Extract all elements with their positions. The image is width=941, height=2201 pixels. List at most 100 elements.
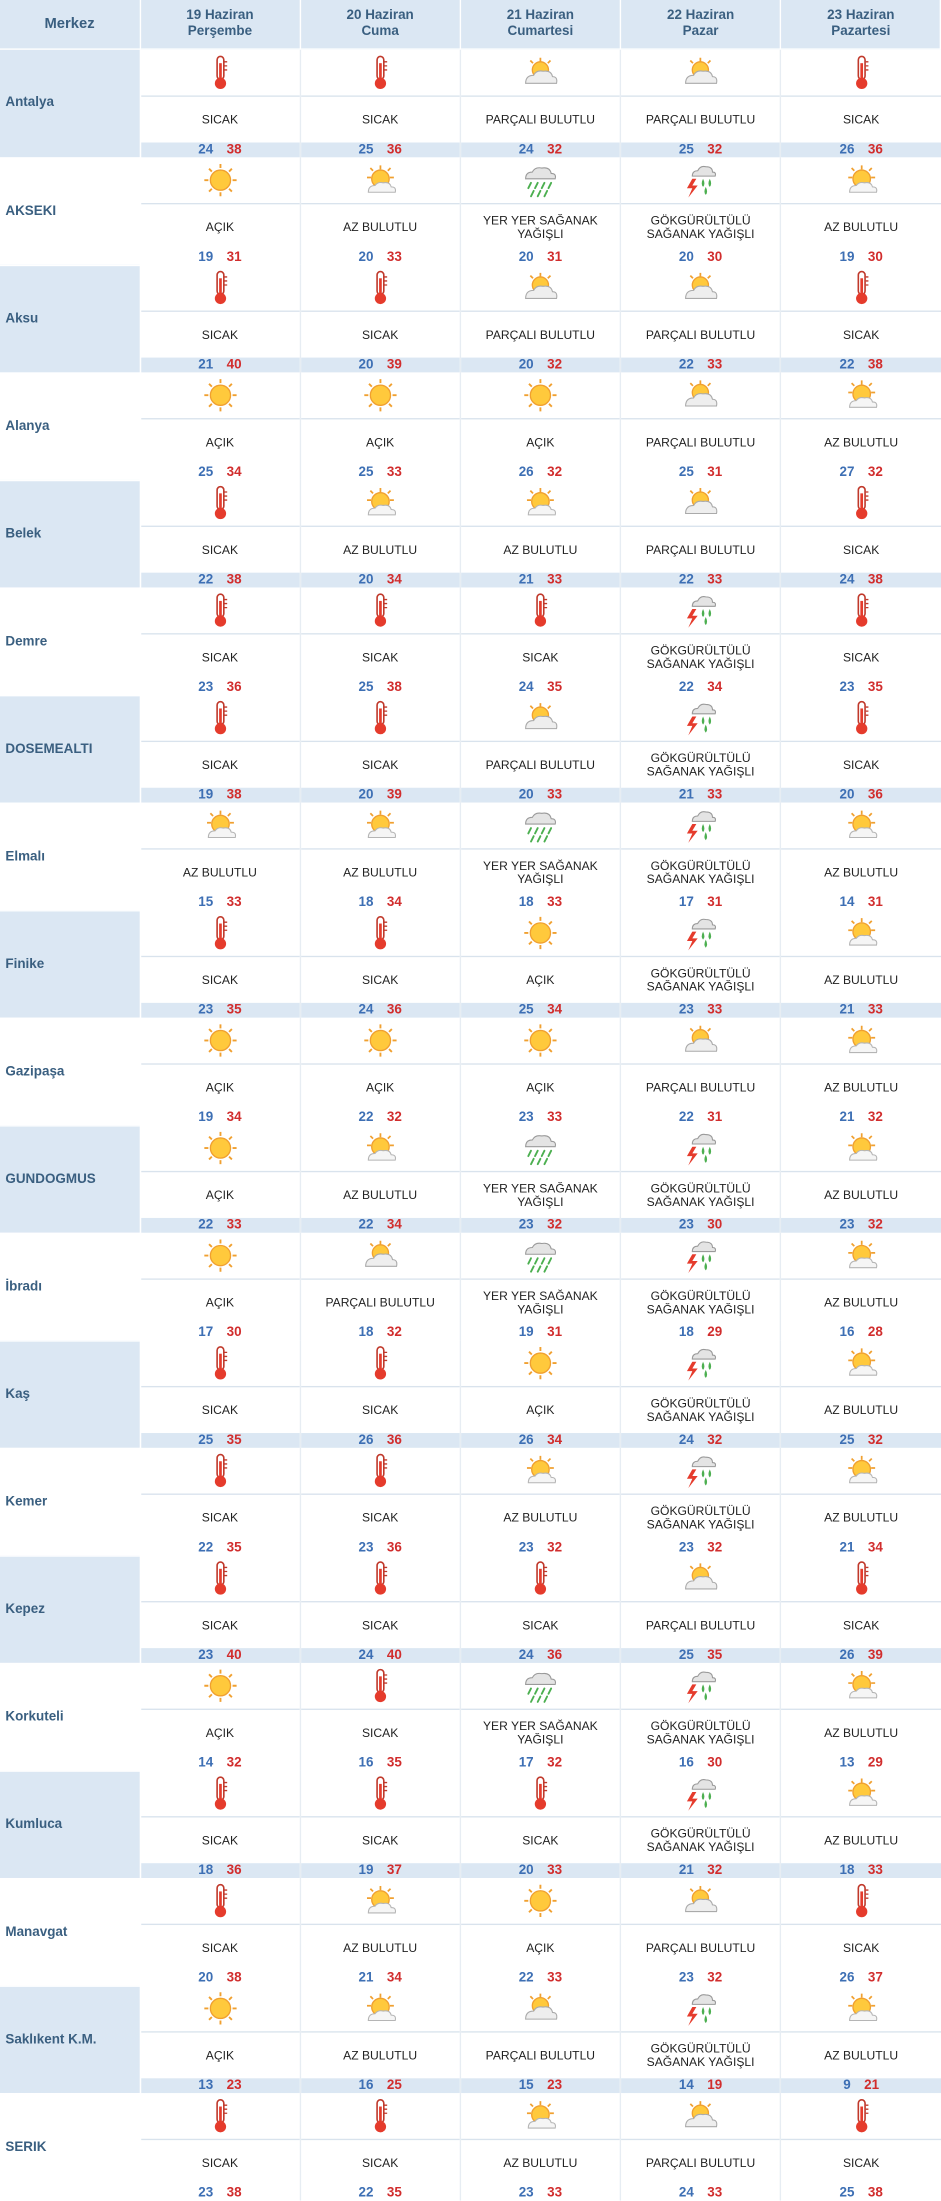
temperature-range: 18 33 (781, 1863, 941, 1878)
forecast-cell: AÇIK 26 34 (460, 1340, 622, 1448)
temperature-range: 25 32 (621, 142, 781, 158)
forecast-cell: AÇIK 14 32 (139, 1662, 301, 1771)
city-name: Korkuteli (0, 1662, 141, 1772)
sun-icon (460, 1340, 620, 1388)
forecast-cell: SICAK 20 39 (300, 264, 461, 373)
high-temp: 33 (547, 572, 563, 588)
temperature-range: 17 31 (621, 895, 780, 910)
condition-text: PARÇALI BULUTLU (645, 328, 756, 342)
temperature-range: 16 30 (621, 1756, 780, 1771)
rain-shower-icon (460, 803, 620, 850)
condition-text: GÖKGÜRÜLTÜLÜ SAĞANAK YAĞIŞLI (646, 1719, 755, 1747)
high-temp: 31 (867, 895, 883, 911)
temperature-range: 21 32 (781, 1110, 941, 1125)
low-temp: 24 (839, 572, 855, 588)
temperature-range: 13 23 (140, 2078, 300, 2094)
thermometer-icon (140, 50, 300, 97)
forecast-cell: GÖKGÜRÜLTÜLÜ SAĞANAK YAĞIŞLI 14 19 (620, 1985, 782, 2094)
temperature-range: 15 23 (460, 2078, 620, 2094)
forecast-cell: AÇIK 22 33 (460, 1877, 622, 1986)
sun-behind-cloud-icon (300, 157, 460, 205)
low-temp: 26 (839, 1648, 855, 1663)
condition-text: SICAK (842, 1618, 880, 1632)
forecast-cell: SICAK 26 39 (781, 1555, 941, 1663)
condition-text: PARÇALI BULUTLU (645, 435, 756, 449)
temperature-range: 17 30 (140, 1325, 299, 1340)
temperature-range: 23 32 (461, 1541, 620, 1556)
high-temp: 33 (707, 357, 723, 373)
city-name: İbradı (0, 1232, 141, 1341)
temperature-range: 22 33 (140, 1217, 300, 1233)
forecast-cell: SICAK 24 36 (460, 1555, 622, 1663)
condition-text: SICAK (201, 758, 239, 772)
condition-text: AÇIK (526, 973, 555, 987)
day-date: 20 Haziran (346, 8, 414, 23)
high-temp: 32 (547, 1540, 563, 1556)
table-row: Kumluca SICAK 18 36 SICAK 19 37 SICAK 20 33 GÖKGÜR… (0, 1770, 941, 1879)
thermometer-icon (460, 1770, 620, 1818)
thermometer-icon (140, 265, 300, 312)
high-temp: 33 (707, 787, 723, 803)
high-temp: 33 (547, 1110, 563, 1126)
thermometer-icon (460, 1555, 620, 1603)
day-weekday: Cuma (361, 24, 399, 39)
partly-cloudy-icon (300, 1233, 460, 1280)
temperature-range: 23 35 (140, 1002, 300, 1018)
condition-text: AZ BULUTLU (824, 1833, 899, 1848)
condition-text: AÇIK (205, 220, 235, 234)
temperature-range: 20 33 (301, 250, 460, 265)
condition-text: AÇIK (366, 435, 395, 449)
table-row: Kepez SICAK 23 40 SICAK 24 40 SICAK 24 36 PARÇALI … (0, 1555, 941, 1664)
temperature-range: 22 34 (621, 680, 780, 695)
condition-text: PARÇALI BULUTLU (485, 328, 596, 342)
temperature-range: 23 35 (781, 680, 941, 695)
low-temp: 22 (358, 2185, 374, 2201)
high-temp: 32 (547, 465, 563, 480)
forecast-cell: SICAK 22 35 (139, 1447, 301, 1556)
forecast-cell: SICAK 20 39 (300, 695, 461, 803)
high-temp: 31 (707, 1110, 723, 1126)
low-temp: 25 (358, 680, 374, 696)
low-temp: 20 (518, 357, 534, 373)
temperature-range: 25 34 (460, 1002, 620, 1018)
forecast-cell: AÇIK 25 33 (300, 372, 461, 480)
forecast-cell: AZ BULUTLU 23 32 (460, 1447, 622, 1556)
condition-text: AZ BULUTLU (824, 1726, 899, 1740)
forecast-cell: SICAK 25 36 (300, 49, 461, 158)
thermometer-icon (781, 1555, 941, 1603)
thermometer-icon (140, 1770, 300, 1818)
sun-behind-cloud-icon (781, 1448, 941, 1495)
forecast-cell: AZ BULUTLU 20 33 (300, 157, 461, 265)
low-temp: 23 (678, 1002, 694, 1018)
high-temp: 40 (386, 1648, 402, 1663)
city-name: DOSEMEALTI (0, 695, 141, 804)
temperature-range: 26 32 (461, 465, 620, 480)
table-row: Korkuteli AÇIK 14 32 SICAK 16 35 YER YER SAĞANA… (0, 1662, 941, 1772)
partly-cloudy-icon (460, 50, 620, 97)
low-temp: 23 (839, 680, 855, 696)
thunderstorm-icon (621, 1448, 781, 1495)
table-row: Alanya AÇIK 25 34 AÇIK 25 33 AÇIK 26 32 PARÇALI BU… (0, 372, 941, 481)
high-temp: 36 (867, 142, 883, 158)
condition-text: AÇIK (526, 1080, 555, 1095)
low-temp: 23 (518, 1217, 534, 1233)
temperature-range: 19 38 (140, 787, 300, 803)
condition-text: YER YER SAĞANAK YAĞIŞLI (482, 1719, 598, 1747)
temperature-range: 26 36 (300, 1433, 460, 1448)
low-temp: 19 (358, 1863, 374, 1878)
condition-text: AZ BULUTLU (343, 543, 418, 557)
day-weekday: Cumartesi (507, 24, 574, 39)
low-temp: 22 (678, 1110, 694, 1126)
high-temp: 35 (226, 1433, 242, 1448)
forecast-cell: PARÇALI BULUTLU 20 32 (460, 264, 622, 373)
condition-text: SICAK (361, 973, 399, 987)
table-row: Demre SICAK 23 36 SICAK 25 38 SICAK 24 35 GÖKGÜRÜL… (0, 587, 941, 696)
city-name: Alanya (0, 372, 141, 481)
temperature-range: 22 38 (781, 357, 941, 373)
low-temp: 14 (678, 2078, 694, 2094)
low-temp: 17 (518, 1755, 534, 1771)
temperature-range: 22 38 (140, 572, 300, 588)
forecast-cell: PARÇALI BULUTLU 22 33 (620, 479, 782, 588)
thunderstorm-icon (621, 803, 781, 850)
rain-shower-icon (460, 1125, 620, 1173)
